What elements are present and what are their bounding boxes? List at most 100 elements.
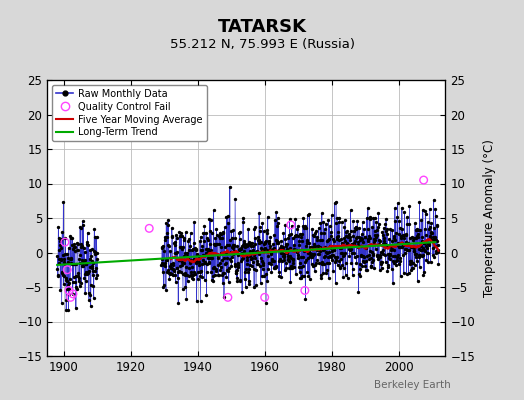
Point (246, 253, 254, 260)
Point (409, 248, 418, 254)
Point (78, 256, 86, 263)
Point (433, 223, 442, 229)
Point (257, 244, 266, 251)
Point (328, 212, 336, 218)
Point (222, 274, 231, 280)
Point (196, 298, 205, 304)
Point (269, 246, 278, 253)
Point (369, 215, 377, 221)
Point (344, 233, 353, 239)
Point (328, 251, 336, 258)
Point (335, 264, 344, 271)
Point (403, 246, 412, 253)
Point (302, 240, 311, 246)
Point (411, 220, 419, 226)
Point (82, 261, 91, 267)
Point (197, 268, 205, 274)
Point (432, 248, 440, 254)
Point (68, 242, 76, 248)
Point (166, 247, 174, 254)
Point (182, 296, 191, 302)
Point (375, 238, 384, 244)
Point (188, 274, 196, 281)
Point (391, 218, 400, 224)
Point (395, 244, 403, 250)
Point (201, 259, 210, 265)
Point (271, 217, 279, 224)
Point (241, 241, 249, 247)
Point (243, 254, 251, 260)
Point (295, 238, 303, 244)
Point (344, 234, 352, 240)
Point (372, 246, 380, 252)
Point (404, 240, 412, 246)
Point (419, 245, 427, 252)
Point (211, 234, 220, 241)
Point (290, 233, 299, 239)
Point (381, 252, 389, 258)
Point (408, 244, 417, 251)
Point (410, 245, 418, 251)
Point (221, 249, 230, 256)
Point (199, 257, 208, 263)
Point (219, 230, 227, 237)
Point (387, 246, 395, 253)
Point (250, 226, 258, 232)
Point (269, 241, 277, 248)
Point (422, 232, 430, 238)
Point (76, 252, 84, 258)
Point (259, 228, 268, 235)
Point (420, 240, 429, 246)
Point (423, 250, 431, 256)
Point (265, 260, 274, 267)
Point (292, 247, 301, 254)
Point (75, 274, 83, 281)
Point (253, 248, 261, 254)
Point (359, 253, 368, 259)
Point (303, 269, 312, 275)
Point (172, 250, 180, 256)
Point (204, 248, 213, 254)
Point (322, 270, 330, 276)
Point (185, 258, 194, 264)
Point (357, 252, 366, 258)
Point (84, 269, 92, 275)
Point (201, 246, 210, 253)
Point (418, 252, 426, 259)
Point (85, 256, 94, 262)
Point (310, 241, 319, 247)
Point (431, 243, 439, 249)
Point (217, 250, 226, 256)
Point (219, 229, 227, 236)
Point (244, 280, 253, 287)
Point (174, 269, 182, 275)
Point (354, 244, 362, 250)
Point (56, 286, 64, 293)
Point (70, 244, 78, 250)
Point (88, 265, 96, 271)
Point (330, 247, 338, 253)
Point (91, 249, 99, 255)
Point (321, 244, 330, 250)
Point (227, 228, 236, 234)
Point (265, 240, 274, 246)
Point (191, 260, 200, 267)
Point (393, 257, 401, 263)
Point (78, 242, 86, 249)
Point (62, 307, 70, 313)
Point (417, 247, 425, 253)
Point (343, 228, 351, 234)
Point (223, 268, 232, 275)
Point (406, 243, 414, 250)
Point (249, 251, 258, 258)
Point (92, 234, 101, 240)
Point (173, 264, 182, 271)
Point (418, 234, 426, 240)
Point (433, 242, 442, 248)
Point (429, 236, 437, 243)
Point (202, 250, 210, 256)
Point (263, 227, 271, 233)
Point (378, 229, 387, 235)
Point (162, 287, 170, 293)
Point (340, 252, 348, 258)
